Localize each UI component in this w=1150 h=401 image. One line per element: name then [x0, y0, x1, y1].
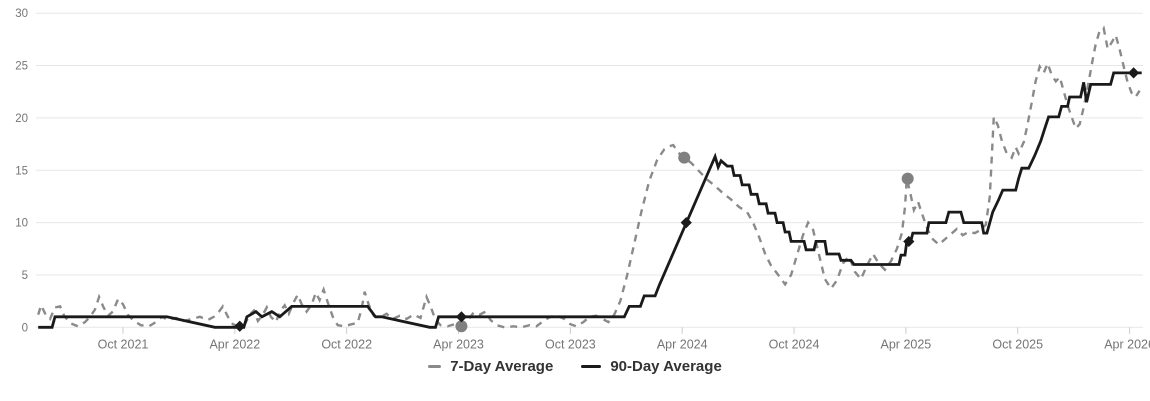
x-axis-tick-label: Apr 2025: [881, 337, 932, 351]
legend-item-7day-average[interactable]: 7-Day Average: [428, 358, 553, 375]
marker-circle-7day: [901, 172, 914, 185]
chart-legend: 7-Day Average 90-Day Average: [0, 358, 1150, 375]
marker-diamond-90day: [903, 235, 915, 248]
solid-line-swatch-icon: [581, 365, 602, 368]
legend-label-90day: 90-Day Average: [610, 358, 722, 375]
legend-item-90day-average[interactable]: 90-Day Average: [581, 358, 722, 375]
x-axis-tick-label: Apr 2022: [209, 337, 260, 351]
y-axis-tick-label: 25: [15, 61, 28, 73]
y-axis-tick-label: 10: [15, 218, 28, 230]
marker-circle-7day: [455, 320, 468, 333]
x-axis-tick-label: Apr 2023: [433, 337, 484, 351]
series-line-7day: [37, 25, 1141, 329]
x-axis-tick-label: Oct 2025: [992, 337, 1043, 351]
y-axis-tick-label: 15: [15, 165, 28, 177]
marker-diamond-90day: [680, 217, 692, 229]
x-axis-tick-label: Oct 2024: [769, 337, 820, 351]
series-line-90day: [38, 71, 1142, 329]
marker-diamond-90day: [234, 320, 246, 332]
chart-canvas: 0 5 10 15 20 25 30 Oct 2021 Apr 2022 Oct 2022 Apr …: [15, 8, 1150, 351]
x-axis-tick-label: Oct 2023: [545, 337, 596, 351]
y-axis-tick-label: 5: [22, 270, 28, 282]
y-axis-tick-label: 20: [15, 113, 28, 125]
x-axis-tick-label: Apr 2024: [657, 337, 708, 351]
x-axis-tick-label: Oct 2022: [321, 337, 372, 351]
legend-label-7day: 7-Day Average: [450, 358, 554, 375]
marker-diamond-90day: [455, 311, 468, 323]
y-axis-tick-label: 0: [22, 322, 28, 334]
x-axis-tick-label: Oct 2021: [98, 337, 149, 351]
marker-diamond-90day: [1128, 67, 1140, 79]
y-axis-tick-label: 30: [15, 8, 28, 20]
dashed-line-swatch-icon: [428, 365, 442, 368]
x-axis-tick-label: Apr 2026: [1104, 337, 1150, 351]
marker-circle-7day: [678, 151, 691, 164]
